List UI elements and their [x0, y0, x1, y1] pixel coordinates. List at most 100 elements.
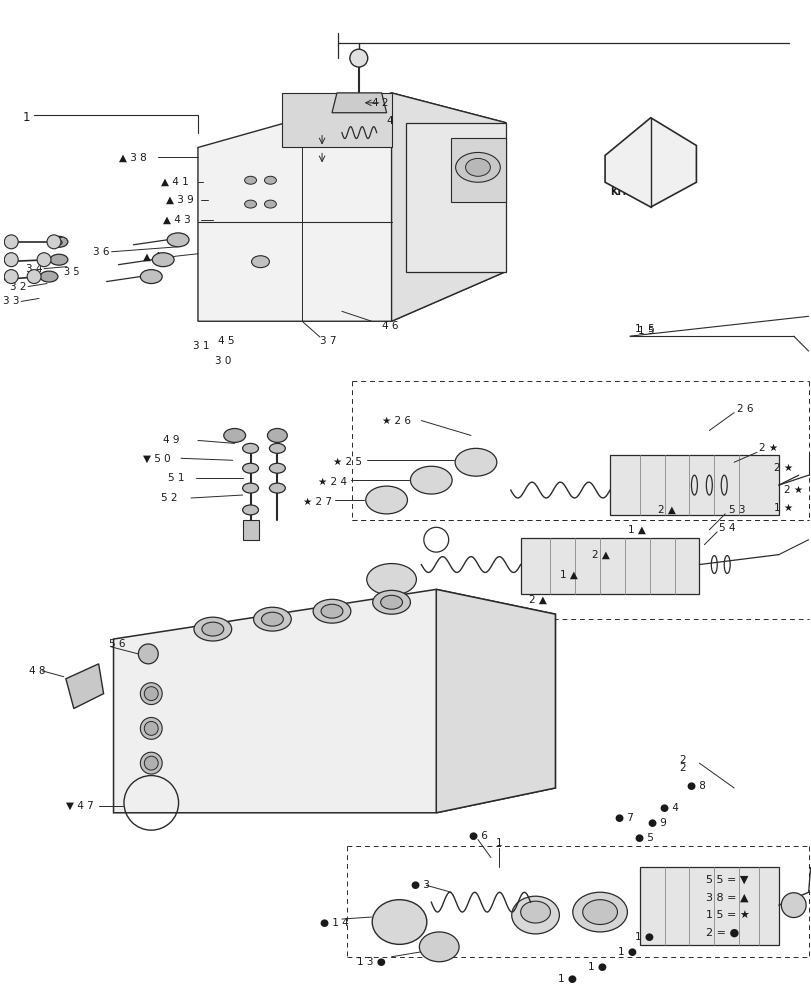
Text: ● 7: ● 7	[614, 813, 633, 823]
Text: 1: 1	[495, 838, 501, 848]
Text: ● 4: ● 4	[659, 803, 678, 813]
Ellipse shape	[138, 644, 158, 664]
Text: 3 6: 3 6	[93, 247, 109, 257]
Text: 3 4: 3 4	[25, 264, 42, 274]
Ellipse shape	[667, 142, 680, 149]
Ellipse shape	[37, 253, 51, 267]
Ellipse shape	[27, 270, 41, 284]
Ellipse shape	[269, 483, 285, 493]
Text: ● 5: ● 5	[634, 833, 653, 843]
Ellipse shape	[629, 139, 640, 146]
Ellipse shape	[372, 590, 410, 614]
Ellipse shape	[418, 932, 458, 962]
Text: 3 5: 3 5	[64, 267, 79, 277]
Ellipse shape	[264, 176, 276, 184]
Ellipse shape	[244, 200, 256, 208]
Text: 1 ▲: 1 ▲	[627, 525, 645, 535]
Text: ▲ 4: ▲ 4	[144, 252, 161, 262]
Text: 2 = ●: 2 = ●	[706, 928, 739, 938]
Text: ★ 2 4: ★ 2 4	[317, 477, 346, 487]
Text: ● 6: ● 6	[469, 831, 487, 841]
Text: 4 8: 4 8	[29, 666, 45, 676]
Ellipse shape	[152, 253, 174, 267]
Ellipse shape	[582, 900, 616, 925]
Text: 1 ●: 1 ●	[558, 974, 577, 984]
Text: ★ 2 5: ★ 2 5	[333, 457, 362, 467]
Text: 1 3 ●: 1 3 ●	[357, 957, 385, 967]
Ellipse shape	[47, 235, 61, 249]
Text: 4: 4	[386, 116, 393, 126]
Polygon shape	[609, 455, 778, 515]
Text: 5 3: 5 3	[728, 505, 744, 515]
Text: 4 6: 4 6	[381, 321, 397, 331]
Ellipse shape	[350, 49, 367, 67]
Polygon shape	[114, 589, 555, 813]
Text: 3 8 = ▲: 3 8 = ▲	[706, 892, 748, 902]
Ellipse shape	[202, 622, 224, 636]
Text: 4 2: 4 2	[371, 98, 388, 108]
Text: 4 5: 4 5	[217, 336, 234, 346]
Ellipse shape	[140, 752, 162, 774]
Polygon shape	[639, 867, 778, 945]
Ellipse shape	[380, 595, 402, 609]
Ellipse shape	[572, 892, 627, 932]
Ellipse shape	[455, 152, 500, 182]
Ellipse shape	[365, 486, 407, 514]
Text: 1: 1	[22, 111, 30, 124]
Polygon shape	[604, 118, 696, 207]
Ellipse shape	[144, 687, 158, 701]
Ellipse shape	[269, 443, 285, 453]
Text: 1 ★: 1 ★	[773, 503, 792, 513]
Ellipse shape	[140, 270, 162, 284]
Text: 1 ●: 1 ●	[617, 947, 636, 957]
Text: ★ 2 6: ★ 2 6	[381, 416, 410, 426]
Text: 5 4: 5 4	[719, 523, 735, 533]
Ellipse shape	[465, 158, 490, 176]
Text: ● 1 4: ● 1 4	[320, 918, 349, 928]
Ellipse shape	[144, 756, 158, 770]
Text: 3 1: 3 1	[193, 341, 209, 351]
Polygon shape	[332, 93, 386, 113]
Text: 5 6: 5 6	[109, 639, 125, 649]
Ellipse shape	[454, 448, 496, 476]
Ellipse shape	[50, 236, 68, 247]
Text: 2 ▲: 2 ▲	[657, 505, 675, 515]
Ellipse shape	[269, 463, 285, 473]
Polygon shape	[282, 93, 391, 147]
Ellipse shape	[242, 505, 258, 515]
Polygon shape	[436, 589, 555, 813]
Text: 2 ▲: 2 ▲	[528, 594, 546, 604]
Ellipse shape	[511, 896, 559, 934]
Text: 3 3: 3 3	[2, 296, 19, 306]
Polygon shape	[520, 538, 698, 594]
Text: 4 9: 4 9	[163, 435, 179, 445]
Ellipse shape	[253, 607, 291, 631]
Ellipse shape	[144, 721, 158, 735]
Text: ▲ 3 8: ▲ 3 8	[118, 152, 146, 162]
Text: 2 6: 2 6	[736, 404, 753, 414]
Ellipse shape	[371, 900, 427, 944]
Polygon shape	[451, 138, 505, 202]
Ellipse shape	[242, 443, 258, 453]
Text: ● 8: ● 8	[687, 781, 706, 791]
Text: 1 ▲: 1 ▲	[560, 569, 577, 579]
Text: 1 ●: 1 ●	[634, 932, 653, 942]
Ellipse shape	[410, 466, 452, 494]
Text: 1 ●: 1 ●	[587, 962, 607, 972]
Ellipse shape	[4, 253, 18, 267]
Text: 1  5: 1 5	[634, 324, 654, 334]
Ellipse shape	[194, 617, 231, 641]
Ellipse shape	[242, 463, 258, 473]
Text: KIT: KIT	[609, 187, 627, 197]
Ellipse shape	[40, 271, 58, 282]
Text: ▲ 4 3: ▲ 4 3	[163, 215, 191, 225]
Ellipse shape	[140, 683, 162, 705]
Ellipse shape	[267, 429, 287, 442]
Text: 2: 2	[679, 755, 685, 765]
Text: ● 9: ● 9	[647, 818, 666, 828]
Text: 2: 2	[679, 763, 685, 773]
Ellipse shape	[320, 604, 342, 618]
Ellipse shape	[244, 176, 256, 184]
Text: KIT: KIT	[656, 187, 674, 197]
Polygon shape	[198, 93, 505, 321]
